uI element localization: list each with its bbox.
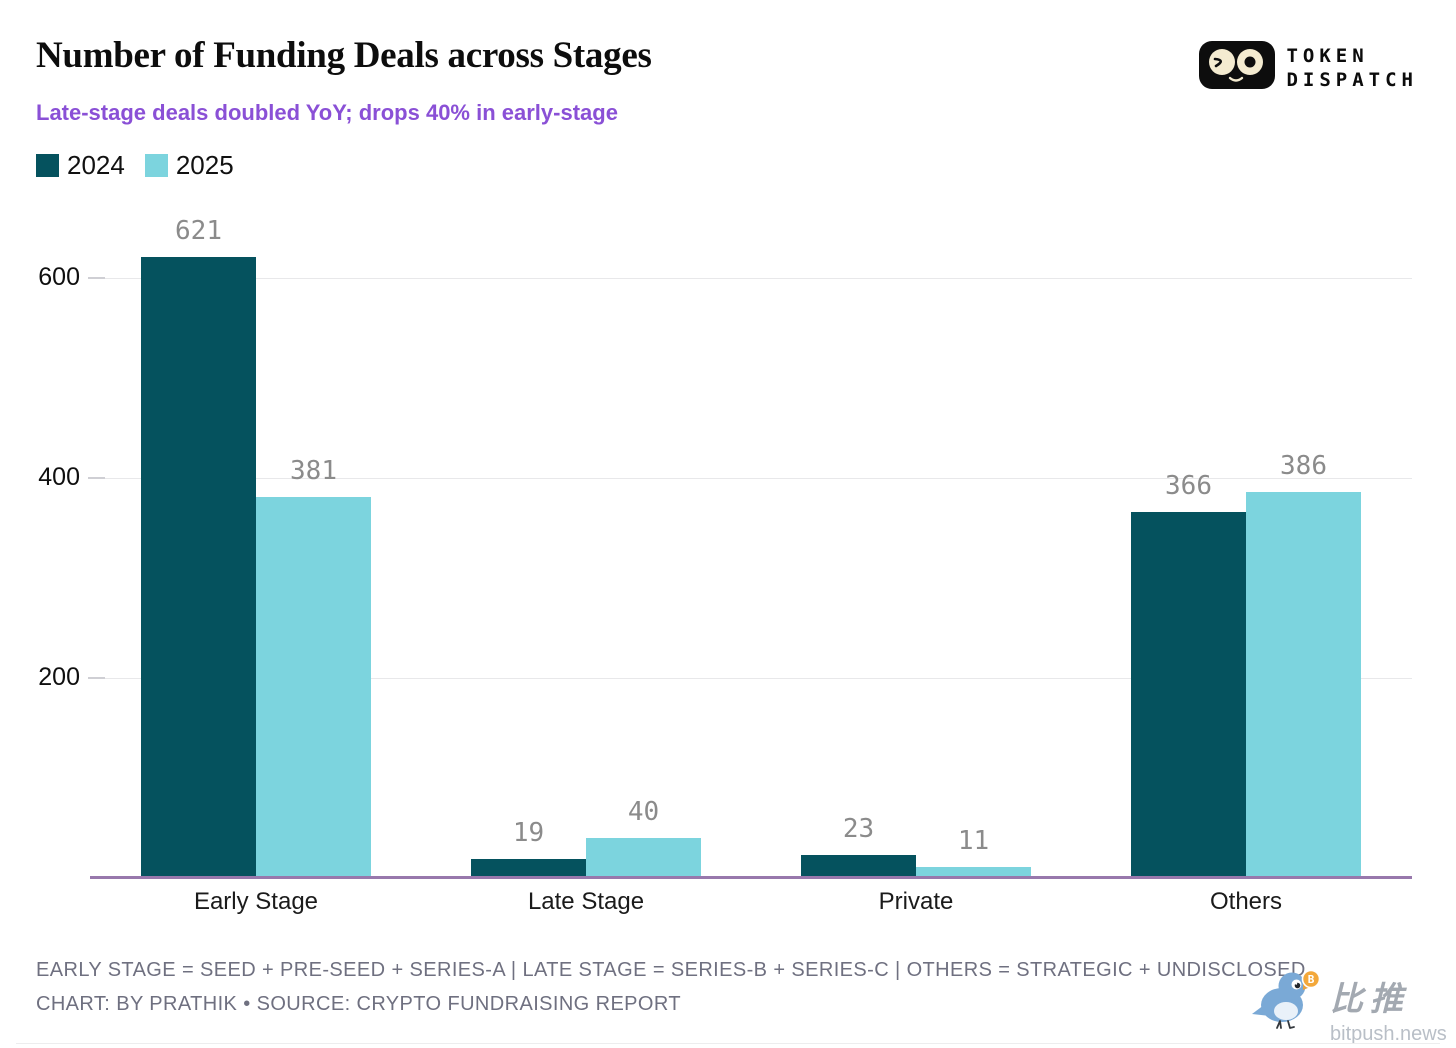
value-label-2024-early-stage: 621 <box>175 216 222 246</box>
x-axis-label-private: Private <box>878 888 954 915</box>
bar-2024-private <box>801 855 916 878</box>
bar-2025-others <box>1246 492 1361 878</box>
value-label-2025-early-stage: 381 <box>290 456 337 486</box>
gridline-200 <box>88 678 1412 679</box>
token-dispatch-wordmark: TOKEN DISPATCH <box>1286 44 1418 92</box>
bar-2025-early-stage <box>256 497 371 878</box>
x-axis-label-others: Others <box>1209 888 1283 915</box>
gridline-400 <box>88 478 1412 479</box>
bar-2024-early-stage <box>141 257 256 878</box>
bar-2024-others <box>1131 512 1246 878</box>
token-dispatch-logo: TOKEN DISPATCH <box>1198 40 1418 95</box>
bar-2024-late-stage <box>471 859 586 878</box>
value-label-2024-late-stage: 19 <box>512 818 545 848</box>
chart-legend: 2024 2025 <box>36 150 234 181</box>
x-axis-label-early-stage: Early Stage <box>193 888 319 915</box>
legend-swatch-2024 <box>36 154 59 177</box>
legend-swatch-2025 <box>144 154 168 177</box>
bottom-divider <box>16 1043 1440 1044</box>
legend-item-2024: 2024 <box>36 150 125 181</box>
footer-credit: CHART: BY PRATHIK • SOURCE: CRYPTO FUNDR… <box>36 993 681 1015</box>
value-label-2025-others: 386 <box>1280 451 1327 481</box>
bar-2025-private <box>916 867 1031 878</box>
bitpush-domain: bitpush.news <box>1330 1023 1447 1045</box>
gridline-600 <box>88 278 1412 279</box>
page-title: Number of Funding Deals across Stages <box>36 35 652 76</box>
axis-tick-400 <box>88 477 105 479</box>
bitpush-wordmark: 比推 bitpush.news <box>1330 972 1447 1046</box>
brand-line-1: TOKEN <box>1286 44 1369 67</box>
y-axis-label-200: 200 <box>38 663 80 691</box>
bar-2025-late-stage <box>586 838 701 878</box>
chart-subtitle: Late-stage deals doubled YoY; drops 40% … <box>36 100 618 125</box>
legend-label-2024: 2024 <box>67 150 125 180</box>
y-axis-label-600: 600 <box>38 263 80 291</box>
value-label-2024-private: 23 <box>842 814 875 844</box>
y-axis-label-400: 400 <box>38 463 80 491</box>
bitpush-chinese-name: 比推 <box>1330 980 1410 1017</box>
value-label-2024-others: 366 <box>1165 471 1212 501</box>
bitpush-bird-icon: B <box>1250 968 1322 1035</box>
value-label-2025-late-stage: 40 <box>627 797 660 827</box>
bitpush-logo: B 比推 bitpush.news <box>1250 968 1447 1046</box>
x-axis-label-late-stage: Late Stage <box>527 888 645 915</box>
axis-tick-200 <box>88 677 105 679</box>
axis-tick-600 <box>88 277 105 279</box>
brand-line-2: DISPATCH <box>1286 68 1418 91</box>
token-dispatch-owl-icon <box>1198 40 1276 95</box>
footer-definitions: EARLY STAGE = SEED + PRE-SEED + SERIES-A… <box>36 959 1306 981</box>
svg-text:B: B <box>1308 973 1315 986</box>
legend-item-2025: 2025 <box>144 150 234 181</box>
x-axis-baseline <box>90 876 1412 879</box>
legend-label-2025: 2025 <box>175 150 234 180</box>
value-label-2025-private: 11 <box>957 826 990 856</box>
